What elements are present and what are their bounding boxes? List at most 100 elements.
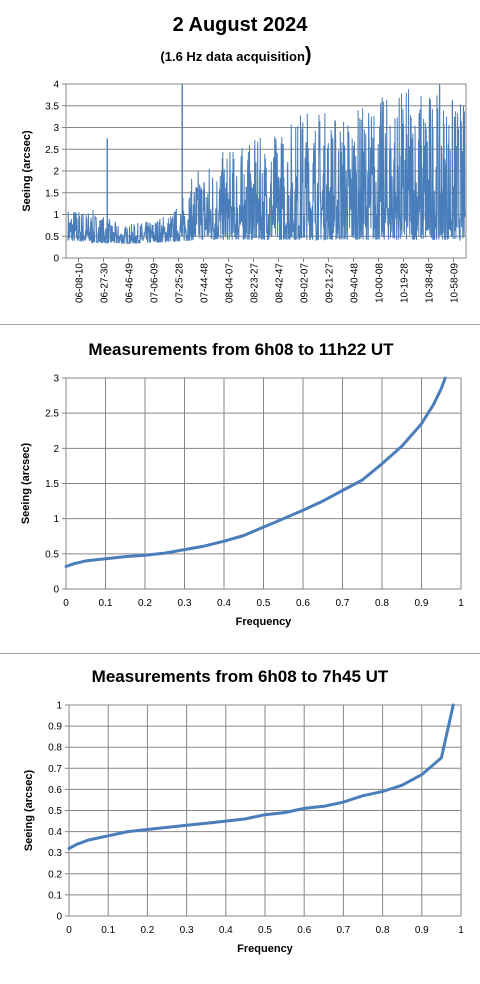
chart-title: Measurements from 6h08 to 11h22 UT — [88, 340, 394, 359]
plot-frame — [65, 377, 462, 590]
y-axis-label: Seeing (arcsec) — [23, 770, 35, 852]
x-tick-label: 08-04-07 — [225, 263, 236, 303]
y-tick-label: 0.6 — [48, 785, 62, 796]
y-tick-label: 0.5 — [45, 549, 59, 560]
y-tick-label: 1 — [53, 514, 59, 525]
x-tick-label: 0.5 — [258, 925, 272, 936]
chart-title: Measurements from 6h08 to 7h45 UT — [92, 667, 389, 686]
x-tick-label: 0.9 — [415, 598, 429, 609]
x-tick-label: 10-38-48 — [425, 263, 436, 303]
x-tick-label: 0.6 — [297, 925, 311, 936]
y-tick-label: 1 — [53, 210, 59, 221]
y-tick-label: 0.5 — [45, 232, 59, 243]
chart-subtitle-text: (1.6 Hz data acquisition — [160, 49, 305, 64]
x-tick-labels: 06-08-10 06-27-30 06-46-49 07-06-09 07-25-28… — [75, 263, 461, 303]
y-tick-labels: 0 0.5 1 1.5 2 2.5 3 3.5 4 — [45, 80, 59, 265]
x-tick-label: 06-27-30 — [100, 263, 111, 303]
y-tick-label: 0.4 — [48, 827, 62, 838]
divider — [0, 324, 480, 325]
x-tick-label: 0.8 — [375, 598, 389, 609]
y-tick-label: 0.2 — [48, 869, 62, 880]
grid — [62, 377, 462, 590]
x-tick-labels: 0 0.1 0.2 0.3 0.4 0.5 0.6 0.7 0.8 0.9 1 — [66, 925, 464, 936]
y-tick-labels: 0 0.1 0.2 0.3 0.4 0.5 0.6 0.7 0.8 0.9 1 — [48, 701, 62, 923]
x-tick-label: 0 — [63, 598, 69, 609]
grid — [65, 704, 462, 917]
y-tick-labels: 0 0.5 1 1.5 2 2.5 3 — [45, 374, 59, 596]
y-tick-label: 4 — [53, 80, 59, 91]
chart-subtitle-paren: ) — [305, 44, 312, 66]
x-tick-label: 0.2 — [140, 925, 154, 936]
plot-frame — [65, 83, 467, 259]
plot-area — [67, 703, 455, 850]
chart-title: 2 August 2024 — [173, 14, 309, 36]
x-tick-label: 0.9 — [415, 925, 429, 936]
y-tick-label: 0.5 — [48, 806, 62, 817]
x-tick-label: 0.2 — [138, 598, 152, 609]
y-tick-label: 3.5 — [45, 101, 59, 112]
y-tick-label: 0.1 — [48, 890, 62, 901]
x-tick-label: 08-42-47 — [275, 263, 286, 303]
divider — [0, 653, 480, 654]
plot-area — [67, 84, 466, 245]
chart-panel-frequency-early: Measurements from 6h08 to 7h45 UT 0 0.1 0.… — [0, 654, 480, 979]
x-tick-label: 06-08-10 — [75, 263, 86, 303]
y-tick-label: 0.3 — [48, 848, 62, 859]
y-tick-label: 1 — [56, 701, 62, 712]
y-tick-label: 3 — [53, 123, 59, 134]
plot-frame — [68, 704, 462, 917]
x-tick-label: 09-40-48 — [350, 263, 361, 303]
x-tick-label: 0.1 — [101, 925, 115, 936]
y-tick-label: 3 — [53, 374, 59, 385]
x-tick-label: 09-21-27 — [325, 263, 336, 303]
y-tick-label: 2.5 — [45, 145, 59, 156]
y-tick-label: 0.7 — [48, 764, 62, 775]
chart-panel-frequency-full: Measurements from 6h08 to 11h22 UT 0 0.5 1… — [0, 325, 480, 653]
y-tick-label: 0 — [53, 254, 59, 265]
x-axis-label: Frequency — [237, 943, 294, 955]
x-tick-label: 09-02-07 — [300, 263, 311, 303]
x-tick-label: 07-25-28 — [175, 263, 186, 303]
x-axis-label: Frequency — [236, 616, 293, 628]
x-tick-label: 0.3 — [178, 598, 192, 609]
x-tick-label: 0.8 — [376, 925, 390, 936]
y-tick-label: 0.9 — [48, 722, 62, 733]
frequency-chart-early: Measurements from 6h08 to 7h45 UT 0 0.1 0.… — [23, 667, 464, 955]
x-tick-label: 06-46-49 — [125, 263, 136, 303]
chart-subtitle: (1.6 Hz data acquisition) — [160, 44, 311, 66]
chart-panel-timeseries: 2 August 2024 (1.6 Hz data acquisition) … — [0, 0, 480, 324]
x-tick-label: 0.7 — [336, 925, 350, 936]
x-tick-label: 1 — [458, 598, 464, 609]
y-tick-label: 2.5 — [45, 409, 59, 420]
y-tick-label: 2 — [53, 444, 59, 455]
x-tick-label: 10-58-09 — [450, 263, 461, 303]
x-tick-label: 0.4 — [219, 925, 233, 936]
x-tick-label: 0.5 — [257, 598, 271, 609]
y-tick-label: 0.8 — [48, 743, 62, 754]
x-tick-label: 0.6 — [296, 598, 310, 609]
x-tick-label: 10-00-08 — [375, 263, 386, 303]
x-tick-label: 07-44-48 — [200, 263, 211, 303]
y-tick-label: 1.5 — [45, 479, 59, 490]
x-tick-label: 1 — [458, 925, 464, 936]
seeing-series-line — [67, 84, 466, 245]
series-line — [67, 703, 455, 850]
y-tick-label: 0 — [56, 912, 62, 923]
x-tick-label: 0.4 — [217, 598, 231, 609]
x-tick-label: 08-23-27 — [250, 263, 261, 303]
y-axis-label: Seeing (arcsec) — [20, 443, 32, 525]
x-tick-label: 0.7 — [336, 598, 350, 609]
y-axis-label: Seeing (arcsec) — [21, 130, 33, 212]
y-tick-label: 1.5 — [45, 188, 59, 199]
x-tick-label: 10-19-28 — [400, 263, 411, 303]
x-tick-labels: 0 0.1 0.2 0.3 0.4 0.5 0.6 0.7 0.8 0.9 1 — [63, 598, 464, 609]
plot-area — [64, 376, 447, 568]
x-tick-label: 0.3 — [180, 925, 194, 936]
y-tick-label: 0 — [53, 585, 59, 596]
y-tick-label: 2 — [53, 167, 59, 178]
x-tick-label: 07-06-09 — [150, 263, 161, 303]
timeseries-chart: 2 August 2024 (1.6 Hz data acquisition) … — [21, 14, 467, 303]
frequency-chart-full: Measurements from 6h08 to 11h22 UT 0 0.5 1… — [20, 340, 464, 628]
x-tick-label: 0.1 — [99, 598, 113, 609]
x-tick-label: 0 — [66, 925, 72, 936]
